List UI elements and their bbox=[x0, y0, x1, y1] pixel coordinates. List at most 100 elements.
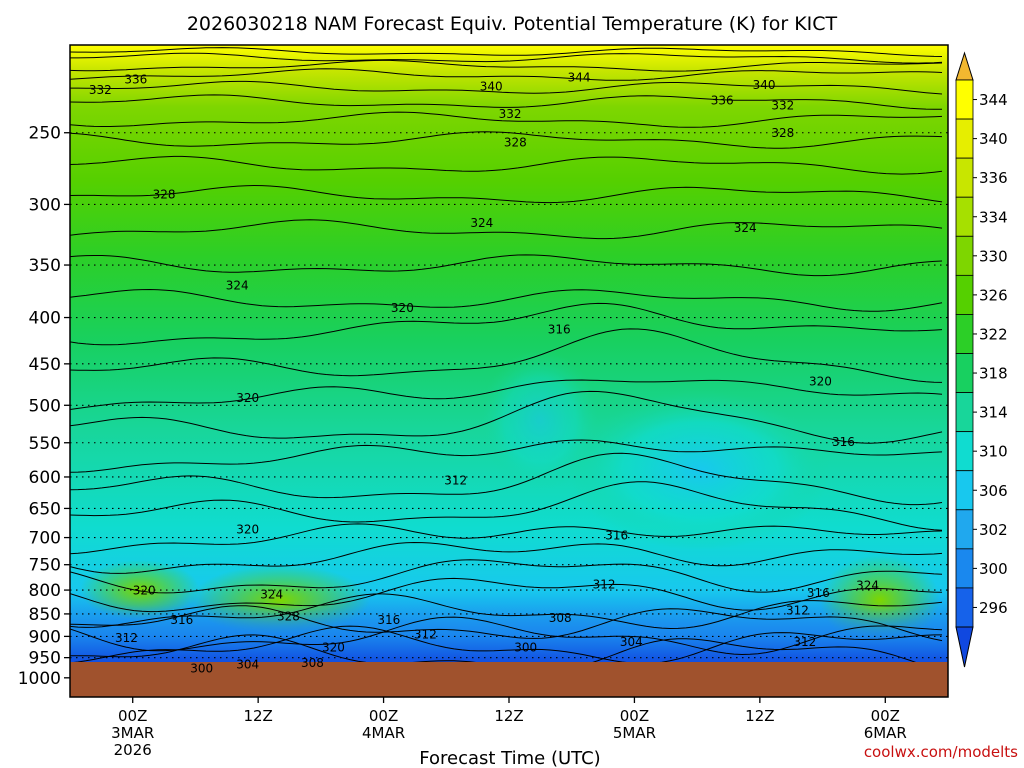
contour-label: 312 bbox=[593, 578, 616, 592]
contour-label: 332 bbox=[89, 83, 112, 97]
y-tick-label: 950 bbox=[29, 649, 61, 669]
contour-line bbox=[70, 302, 943, 346]
contour-label: 340 bbox=[753, 78, 776, 92]
colorbar-label: 314 bbox=[979, 404, 1008, 422]
colorbar-swatch bbox=[955, 392, 974, 433]
y-tick-label: 250 bbox=[29, 124, 61, 144]
colorbar-swatch bbox=[955, 79, 974, 120]
contour-label: 324 bbox=[470, 216, 493, 230]
contour-label: 324 bbox=[260, 587, 283, 601]
contour-label: 308 bbox=[549, 611, 572, 625]
y-tick-label: 650 bbox=[29, 499, 61, 519]
x-tick-label: 12Z bbox=[745, 707, 774, 725]
contour-line bbox=[70, 131, 943, 149]
contour-line bbox=[70, 379, 943, 410]
colorbar-swatch bbox=[955, 509, 974, 550]
contour-line bbox=[70, 52, 943, 64]
plot-area: 336 332 344 340 340 336 332 332 328 328 328 324 324 3… bbox=[70, 45, 948, 697]
contour-line bbox=[70, 605, 943, 642]
credit-text: coolwx.com/modelts bbox=[864, 743, 1018, 761]
colorbar-label: 330 bbox=[979, 247, 1008, 265]
colorbar-label: 340 bbox=[979, 130, 1008, 148]
contour-label: 324 bbox=[856, 579, 879, 593]
contour-line bbox=[70, 481, 943, 531]
contour-label: 328 bbox=[504, 136, 527, 150]
x-tick-label: 00Z bbox=[369, 707, 398, 725]
contour-line bbox=[70, 288, 943, 312]
colorbar-swatch bbox=[955, 157, 974, 198]
contour-label: 324 bbox=[734, 221, 757, 235]
colorbar-label: 306 bbox=[979, 482, 1008, 500]
colorbar-label: 296 bbox=[979, 599, 1008, 617]
colorbar-label: 326 bbox=[979, 286, 1008, 304]
y-tick-label: 500 bbox=[29, 396, 61, 416]
contour-label: 336 bbox=[124, 72, 147, 86]
contour-line bbox=[70, 625, 942, 664]
contour-line bbox=[70, 577, 943, 613]
colorbar: 344 340 336 334 330 326 322 318 314 310 306 302 300 2… bbox=[955, 51, 1008, 668]
contour-line bbox=[70, 452, 943, 506]
contour-label: 332 bbox=[771, 99, 794, 113]
colorbar-label: 336 bbox=[979, 169, 1008, 187]
contour-label: 316 bbox=[548, 323, 571, 337]
colorbar-swatch bbox=[955, 274, 974, 315]
y-tick-label: 900 bbox=[29, 627, 61, 647]
dry-intrusion-upper bbox=[480, 350, 600, 490]
colorbar-high-arrow bbox=[955, 51, 974, 81]
contour-labels: 336 332 344 340 340 336 332 332 328 328 328 324 324 3… bbox=[89, 71, 879, 676]
contour-label: 312 bbox=[793, 635, 816, 649]
y-tick-label: 700 bbox=[29, 529, 61, 549]
colorbar-label: 322 bbox=[979, 325, 1008, 343]
contour-label: 340 bbox=[480, 80, 503, 94]
contour-line bbox=[70, 59, 943, 72]
y-tick-label: 400 bbox=[29, 309, 61, 329]
colorbar-swatch bbox=[955, 314, 974, 354]
contour-label: 304 bbox=[620, 635, 643, 649]
y-tick-label: 550 bbox=[29, 434, 61, 454]
colorbar-swatch bbox=[955, 118, 974, 159]
x-tick-label: 00Z bbox=[118, 707, 147, 725]
contour-line bbox=[70, 219, 943, 240]
contour-line bbox=[70, 328, 943, 383]
colorbar-label: 318 bbox=[979, 365, 1008, 383]
contour-label: 328 bbox=[153, 187, 176, 201]
contour-label: 320 bbox=[236, 391, 259, 405]
contour-line bbox=[70, 390, 943, 444]
x-tick-label: 12Z bbox=[494, 707, 523, 725]
contour-label: 304 bbox=[236, 657, 259, 671]
x-tick-label: 2026 bbox=[114, 741, 152, 759]
colorbar-swatch bbox=[955, 431, 974, 472]
colorbar-low-arrow bbox=[955, 626, 974, 668]
contour-label: 312 bbox=[444, 474, 467, 488]
y-tick-label: 350 bbox=[29, 256, 61, 276]
contour-label: 316 bbox=[605, 528, 628, 542]
x-tick-label: 00Z bbox=[620, 707, 649, 725]
contour-label: 300 bbox=[514, 641, 537, 655]
contour-line bbox=[70, 523, 943, 555]
contour-label: 308 bbox=[301, 656, 324, 670]
colorbar-swatch bbox=[955, 548, 974, 589]
contour-label: 320 bbox=[236, 523, 259, 537]
theta-e-field bbox=[70, 45, 948, 665]
contour-label: 320 bbox=[133, 584, 156, 598]
colorbar-swatch bbox=[955, 470, 974, 511]
contour-line bbox=[70, 616, 943, 656]
contour-label: 320 bbox=[322, 641, 345, 655]
y-tick-label: 600 bbox=[29, 468, 61, 488]
contour-line bbox=[70, 47, 943, 57]
x-tick-label: 12Z bbox=[243, 707, 272, 725]
x-axis-title: Forecast Time (UTC) bbox=[419, 748, 600, 768]
colorbar-label: 310 bbox=[979, 443, 1008, 461]
y-tick-label: 450 bbox=[29, 355, 61, 375]
x-tick-label: 00Z bbox=[871, 707, 900, 725]
contour-label: 344 bbox=[568, 71, 591, 85]
contour-lines bbox=[70, 47, 943, 672]
contour-label: 320 bbox=[809, 374, 832, 388]
contour-line bbox=[70, 593, 943, 630]
y-tick-label: 750 bbox=[29, 556, 61, 576]
colorbar-label: 334 bbox=[979, 208, 1008, 226]
colorbar-swatch bbox=[955, 587, 974, 628]
contour-label: 332 bbox=[499, 107, 522, 121]
